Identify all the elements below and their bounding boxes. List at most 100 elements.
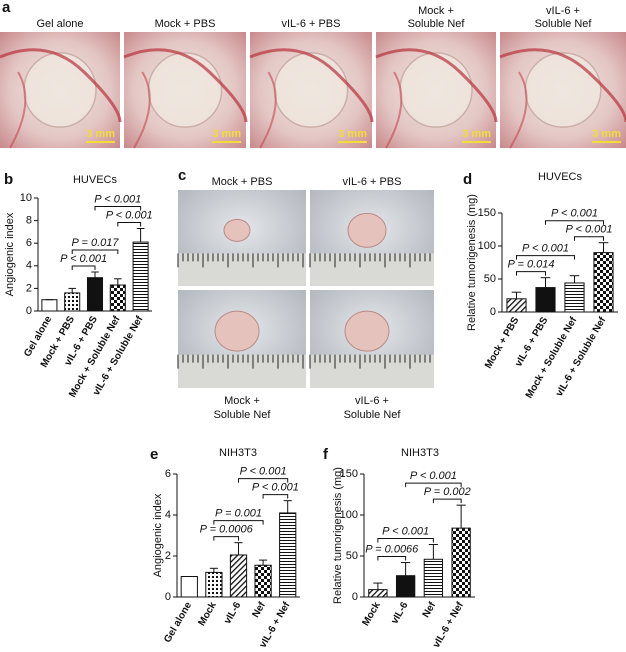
significance-label: P = 0.0066 bbox=[365, 543, 419, 555]
bar bbox=[506, 298, 527, 313]
x-tick-label: Mock bbox=[360, 600, 383, 628]
x-tick-label: Mock bbox=[196, 600, 219, 628]
photo-vessel bbox=[249, 48, 374, 123]
y-axis-label: Angiogenic index bbox=[4, 212, 16, 296]
x-tick-label: Mock + Soluble Nef bbox=[524, 315, 580, 401]
bar bbox=[535, 287, 556, 313]
significance-label: P = 0.001 bbox=[215, 508, 262, 520]
significance-bracket bbox=[71, 265, 96, 271]
significance-label: P = 0.017 bbox=[72, 237, 120, 249]
photo-implant bbox=[23, 52, 97, 128]
y-tick-label: 10 bbox=[20, 192, 32, 204]
bar bbox=[368, 589, 388, 598]
ruler bbox=[310, 253, 434, 286]
significance-bracket bbox=[405, 482, 462, 488]
y-tick-label: 4 bbox=[165, 509, 171, 521]
photo-vessel bbox=[385, 71, 403, 149]
photo-vessel bbox=[133, 71, 151, 149]
y-tick-label: 6 bbox=[26, 237, 32, 249]
bar bbox=[41, 299, 58, 312]
significance-bracket bbox=[516, 255, 575, 260]
significance-label: P < 0.001 bbox=[106, 209, 153, 221]
photo-vessel bbox=[259, 71, 277, 149]
photo-caption: vIL-6 + bbox=[546, 5, 580, 17]
y-tick-label: 100 bbox=[340, 509, 358, 521]
significance-bracket bbox=[377, 538, 434, 543]
scale-label: 3 mm bbox=[212, 128, 241, 140]
chart-title: HUVECs bbox=[73, 174, 118, 186]
y-tick-label: 0 bbox=[352, 591, 358, 603]
scale-label: 3 mm bbox=[86, 128, 115, 140]
significance-label: P < 0.001 bbox=[240, 466, 287, 478]
photo-caption: Soluble Nef bbox=[408, 18, 466, 30]
scale-label: 3 mm bbox=[592, 128, 621, 140]
ruler bbox=[178, 354, 306, 388]
photo-vessel bbox=[9, 71, 27, 149]
panel-label: b bbox=[4, 171, 13, 188]
photo-caption: Mock + bbox=[224, 395, 260, 407]
y-tick-label: 4 bbox=[26, 260, 32, 272]
bar bbox=[564, 282, 585, 313]
ruler bbox=[310, 354, 434, 388]
panel-label: d bbox=[463, 171, 472, 188]
photo-vessel bbox=[375, 48, 498, 123]
photo-tumor bbox=[344, 310, 390, 352]
y-axis-label: Angiogenic index bbox=[152, 493, 164, 577]
photo-caption: Soluble Nef bbox=[535, 18, 593, 30]
significance-label: P = 0.0006 bbox=[200, 524, 254, 536]
significance-bracket bbox=[213, 536, 239, 541]
photo-implant bbox=[273, 52, 349, 128]
bar bbox=[132, 241, 149, 312]
photo-caption: vIL-6 + PBS bbox=[281, 18, 340, 30]
bar bbox=[279, 512, 297, 598]
photo-vessel bbox=[123, 48, 248, 123]
y-tick-label: 50 bbox=[484, 273, 496, 285]
panel-label: e bbox=[150, 446, 158, 463]
significance-label: P < 0.001 bbox=[566, 224, 613, 236]
y-tick-label: 2 bbox=[26, 282, 32, 294]
photo-caption: Mock + bbox=[418, 5, 454, 17]
x-tick-label: vIL-6 bbox=[222, 600, 243, 626]
y-tick-label: 50 bbox=[346, 550, 358, 562]
photo-tumor bbox=[347, 212, 387, 248]
photo-caption: Mock + PBS bbox=[155, 18, 216, 30]
photo-vessel bbox=[509, 71, 528, 149]
y-tick-label: 0 bbox=[165, 591, 171, 603]
y-tick-label: 2 bbox=[165, 550, 171, 562]
x-tick-label: Nef bbox=[250, 600, 268, 620]
y-tick-label: 0 bbox=[490, 306, 496, 318]
photo-vessel bbox=[499, 48, 626, 123]
ruler bbox=[178, 253, 306, 286]
photo-caption: Gel alone bbox=[36, 18, 83, 30]
significance-label: P < 0.001 bbox=[252, 482, 299, 494]
significance-label: P < 0.001 bbox=[551, 208, 598, 220]
panel-label: f bbox=[323, 446, 329, 463]
bar bbox=[423, 558, 444, 598]
significance-bracket bbox=[545, 220, 604, 225]
significance-bracket bbox=[377, 556, 407, 561]
photo-caption: vIL-6 + PBS bbox=[342, 176, 401, 188]
significance-bracket bbox=[213, 520, 264, 525]
significance-label: P < 0.001 bbox=[60, 253, 107, 265]
significance-label: P < 0.001 bbox=[522, 243, 569, 255]
photo-tumor bbox=[214, 310, 260, 352]
bar bbox=[451, 527, 471, 598]
chart-title: NIH3T3 bbox=[219, 447, 257, 459]
photo-caption: vIL-6 + bbox=[355, 395, 389, 407]
photo-caption: Mock + PBS bbox=[212, 176, 273, 188]
x-tick-label: Gel alone bbox=[162, 600, 194, 645]
significance-label: P < 0.001 bbox=[94, 193, 141, 205]
panel-label: a bbox=[2, 0, 11, 16]
photo-tumor bbox=[223, 218, 251, 242]
significance-bracket bbox=[574, 236, 604, 241]
significance-bracket bbox=[516, 271, 546, 276]
bar bbox=[395, 575, 416, 598]
x-tick-label: vIL-6 bbox=[389, 600, 410, 626]
photo-implant bbox=[399, 52, 473, 128]
y-tick-label: 150 bbox=[340, 468, 358, 480]
significance-bracket bbox=[117, 222, 142, 227]
y-tick-label: 6 bbox=[165, 468, 171, 480]
y-tick-label: 150 bbox=[478, 207, 496, 219]
bar bbox=[64, 292, 81, 312]
photo-vessel bbox=[0, 48, 122, 123]
